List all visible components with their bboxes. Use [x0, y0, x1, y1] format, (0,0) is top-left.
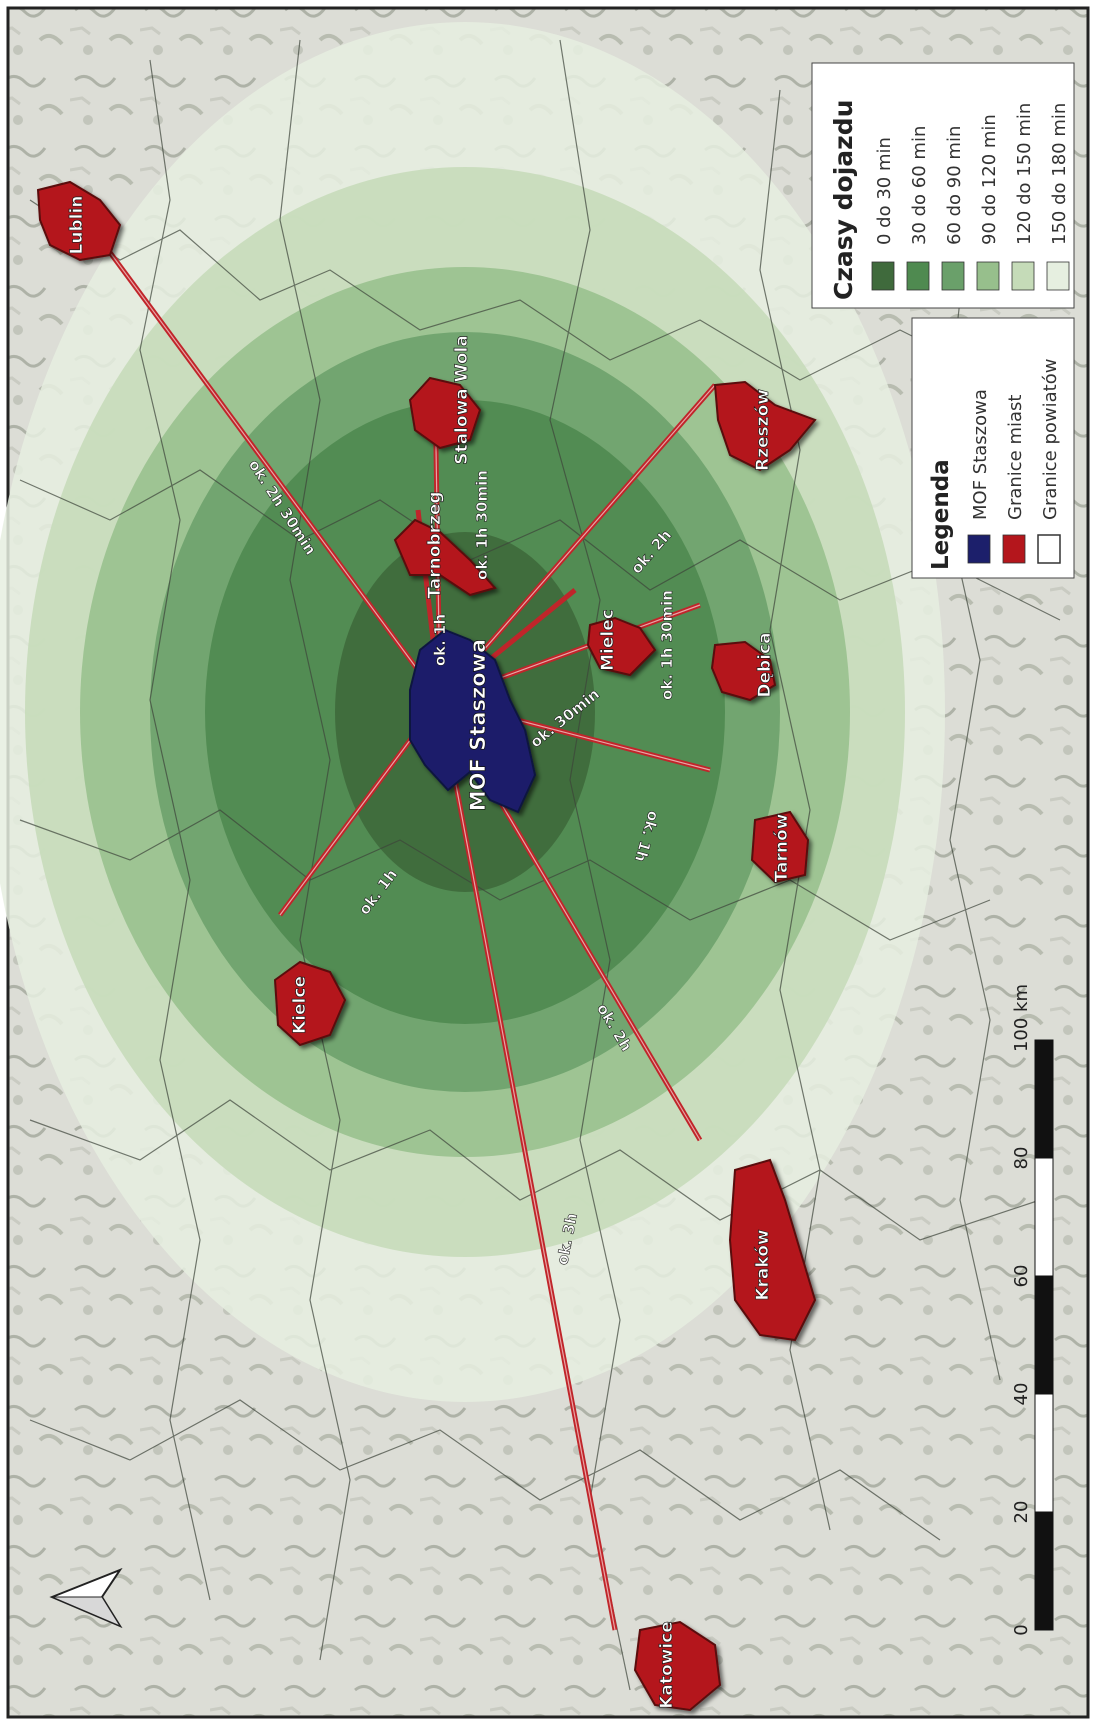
- legend-main-title: Legenda: [928, 459, 954, 570]
- scale-seg-3: [1034, 1275, 1054, 1395]
- city-label-lublin: Lublin: [67, 196, 87, 255]
- legend-label-0-30: 0 do 30 min: [874, 137, 895, 245]
- mof-staszowa-label: MOF Staszowa: [466, 638, 491, 811]
- legend-swatch-30-60: [906, 261, 930, 291]
- legend-label-150-180: 150 do 180 min: [1049, 103, 1070, 245]
- legend-label-counties: Granice powiatów: [1040, 359, 1061, 520]
- city-area-rzeszow: [713, 380, 817, 472]
- city-label-stalowa-wola: Stalowa Wola: [452, 335, 472, 465]
- city-label-krakow: Kraków: [753, 1229, 773, 1301]
- time-label-stalowa-wola: ok. 1h 30min: [473, 470, 491, 580]
- legend-swatch-0-30: [871, 261, 895, 291]
- city-label-katowice: Katowice: [657, 1621, 677, 1709]
- city-label-tarnow: Tarnów: [772, 813, 792, 882]
- scale-seg-2: [1034, 1157, 1054, 1277]
- city-label-kielce: Kielce: [290, 976, 310, 1034]
- scale-tick-80: 80: [1011, 1147, 1032, 1170]
- legend-swatch-150-180: [1046, 261, 1070, 291]
- scale-tick-60: 60: [1011, 1265, 1032, 1288]
- legend-swatch-60-90: [941, 261, 965, 291]
- scale-tick-20: 20: [1011, 1501, 1032, 1524]
- city-area-kielce: [273, 960, 347, 1047]
- time-label-tarnobrzeg: ok. 1h: [431, 614, 449, 666]
- legend-label-90-120: 90 do 120 min: [979, 114, 1000, 245]
- scale-tick-40: 40: [1011, 1383, 1032, 1406]
- city-area-lublin: [36, 180, 122, 262]
- legend-travel-times: Czasy dojazdu 0 do 30 min 30 do 60 min 6…: [811, 62, 1075, 309]
- legend-label-120-150: 120 do 150 min: [1014, 103, 1035, 245]
- city-area-tarnobrzeg: [393, 518, 497, 597]
- north-arrow-icon: [49, 1567, 123, 1629]
- city-labels: Lublin Stalowa Wola Tarnobrzeg Rzeszów M…: [67, 195, 793, 1709]
- city-area-katowice: [633, 1620, 722, 1712]
- city-label-mielec: Mielec: [598, 609, 618, 671]
- legend-swatch-counties: [1037, 534, 1061, 564]
- city-areas: [36, 180, 817, 1712]
- legend-label-mof: MOF Staszowa: [970, 389, 991, 520]
- scale-seg-4: [1034, 1393, 1054, 1513]
- time-label-debica: ok. 1h 30min: [658, 590, 676, 700]
- city-label-tarnobrzeg: Tarnobrzeg: [425, 491, 445, 598]
- legend-main: Legenda MOF Staszowa Granice miast Grani…: [911, 317, 1075, 579]
- legend-swatch-cities: [1002, 534, 1026, 564]
- mof-staszowa-text: MOF Staszowa: [466, 639, 490, 811]
- scale-tick-100: 100 km: [1011, 984, 1032, 1052]
- legend-swatch-mof: [967, 534, 991, 564]
- city-area-krakow: [728, 1158, 817, 1342]
- scale-tick-0: 0: [1011, 1624, 1032, 1635]
- city-area-tarnow: [750, 810, 810, 884]
- legend-label-60-90: 60 do 90 min: [944, 126, 965, 245]
- scale-seg-5: [1034, 1511, 1054, 1631]
- legend-swatch-90-120: [976, 261, 1000, 291]
- city-area-mielec: [586, 616, 657, 677]
- city-label-debica: Dębica: [755, 632, 775, 697]
- mof-staszowa-area: [409, 628, 537, 814]
- legend-label-30-60: 30 do 60 min: [909, 126, 930, 245]
- city-label-rzeszow: Rzeszów: [753, 389, 773, 471]
- scale-bar: 0 20 40 60 80 100 km: [1011, 984, 1054, 1636]
- city-area-debica: [710, 640, 777, 702]
- legend-travel-times-title: Czasy dojazdu: [829, 100, 858, 300]
- legend-swatch-120-150: [1011, 261, 1035, 291]
- legend-label-cities: Granice miast: [1005, 395, 1026, 520]
- city-area-stalowa-wola: [408, 376, 482, 450]
- scale-seg-1: [1034, 1039, 1054, 1159]
